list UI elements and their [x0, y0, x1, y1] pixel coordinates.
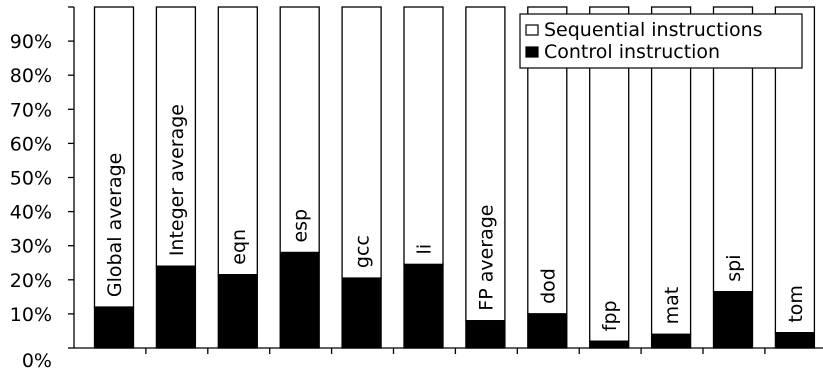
category-label: fpp: [599, 300, 621, 331]
y-tick-label: 90%: [10, 31, 52, 53]
category-label: li: [414, 244, 436, 255]
y-tick-label: 30%: [10, 236, 52, 258]
legend-swatch: [525, 24, 539, 36]
category-label: dod: [537, 268, 559, 304]
bar-sequential: [279, 6, 320, 254]
bar-control: [589, 340, 630, 349]
bar-control: [465, 320, 506, 349]
category-label: mat: [661, 287, 683, 325]
bar-control: [155, 265, 197, 349]
bar-control: [527, 313, 568, 349]
legend-label: Sequential instructions: [544, 19, 763, 41]
y-tick-label: 10%: [10, 304, 52, 326]
category-label: esp: [290, 209, 312, 243]
bar-control: [712, 291, 754, 349]
category-label: spi: [723, 254, 745, 281]
bar-sequential: [341, 6, 382, 279]
category-label: gcc: [352, 235, 374, 268]
bar-sequential: [155, 6, 197, 267]
y-tick-label: 60%: [10, 133, 52, 155]
bar-control: [279, 251, 320, 349]
y-tick-label: 50%: [10, 168, 52, 190]
y-tick-label: 20%: [10, 270, 52, 292]
bar-control: [650, 333, 692, 349]
category-label: tom: [785, 285, 807, 323]
y-tick-label: 0%: [22, 350, 52, 368]
y-tick-label: 40%: [10, 202, 52, 224]
bar-control: [774, 332, 816, 349]
bar-control: [217, 274, 258, 349]
y-tick-label: 70%: [10, 99, 52, 121]
category-label: eqn: [228, 229, 250, 265]
bar-sequential: [217, 6, 258, 276]
bar-sequential: [465, 6, 506, 322]
bar-sequential: [403, 6, 444, 266]
category-label: FP average: [475, 205, 497, 311]
axes: 0% 10% 20% 30% 40% 50% 60% 70% 80% 90%: [10, 6, 823, 368]
bar-control: [341, 277, 382, 349]
bar-control: [93, 306, 135, 349]
bar-control: [403, 263, 444, 349]
legend-swatch: [525, 46, 539, 58]
category-label: Integer average: [166, 104, 188, 256]
bar-labels: Global average Integer average eqn esp gcc li…: [104, 104, 807, 331]
legend-box: [519, 13, 803, 69]
legend-label: Control instruction: [544, 41, 720, 63]
category-label: Global average: [104, 153, 126, 297]
y-tick-label: 80%: [10, 65, 52, 87]
